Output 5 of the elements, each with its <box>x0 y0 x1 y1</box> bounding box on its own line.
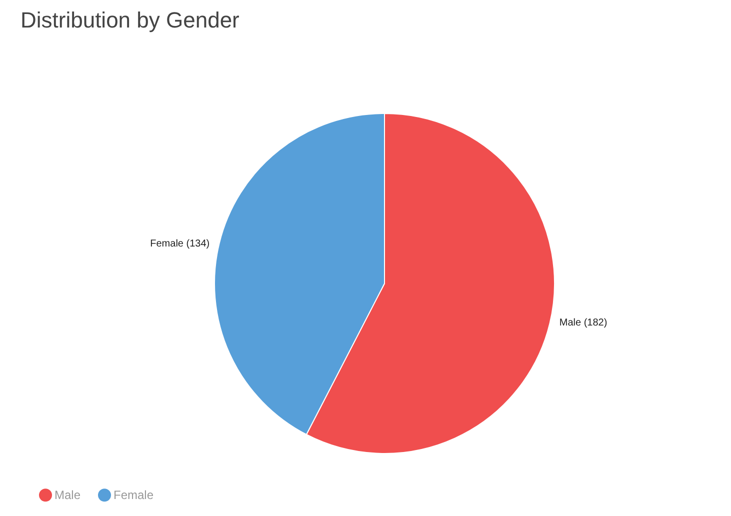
data-label: Female (134) <box>150 238 210 250</box>
data-label: Male (182) <box>559 317 608 328</box>
legend-label: Male <box>54 488 81 502</box>
legend-label: Female <box>114 488 154 502</box>
chart-title: Distribution by Gender <box>20 8 240 32</box>
